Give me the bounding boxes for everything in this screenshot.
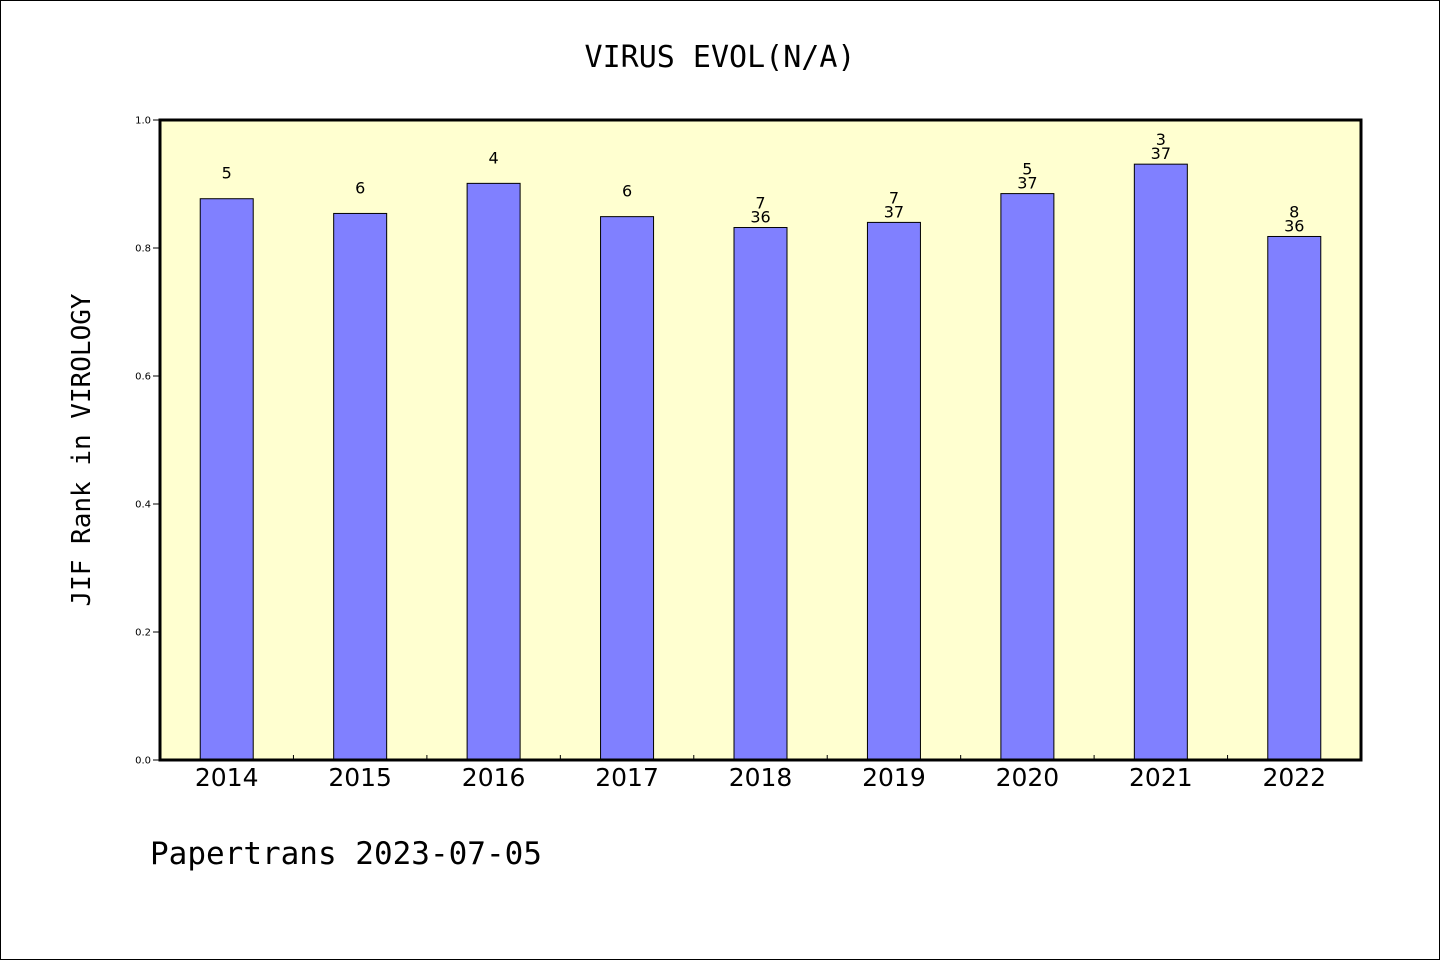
x-tick-label-2017: 2017 — [595, 763, 659, 792]
data-label-total-2022: 36 — [1284, 216, 1304, 235]
x-tick-label-2018: 2018 — [729, 763, 793, 792]
data-label-rank-2018: 7 — [755, 194, 765, 213]
x-tick-label-2015: 2015 — [328, 763, 392, 792]
data-label-rank-2014: 5 — [222, 164, 232, 183]
y-tick-label: 0.2 — [135, 628, 151, 639]
x-tick-label-2014: 2014 — [195, 763, 259, 792]
bar-2015 — [333, 212, 388, 761]
data-label-rank-2021: 3 — [1156, 130, 1166, 149]
data-label-rank-2022: 8 — [1289, 202, 1299, 221]
plot-border — [158, 118, 1363, 762]
bar-2016 — [466, 182, 521, 761]
bar-2014 — [199, 198, 254, 761]
data-label-rank-2015: 6 — [355, 178, 365, 197]
y-tick-label: 0.6 — [135, 372, 151, 383]
bar-2018 — [733, 227, 788, 761]
y-axis: 0.0 0.2 0.4 0.6 0.8 1.0 — [135, 116, 160, 767]
x-tick-label-2016: 2016 — [462, 763, 526, 792]
x-tick-label-2020: 2020 — [996, 763, 1060, 792]
y-tick-label: 1.0 — [135, 116, 151, 127]
x-tick-label-2021: 2021 — [1129, 763, 1193, 792]
y-tick-label: 0.8 — [135, 244, 151, 255]
bar-2017 — [600, 216, 655, 761]
bar-2021 — [1133, 163, 1188, 761]
bar-2020 — [1000, 193, 1055, 761]
x-tick-label-2019: 2019 — [862, 763, 926, 792]
data-label-rank-2019: 7 — [889, 188, 899, 207]
bar-2019 — [866, 221, 921, 761]
data-label-total-2019: 37 — [884, 202, 904, 221]
footer-credit: Papertrans 2023-07-05 — [150, 836, 542, 872]
data-label-rank-2016: 4 — [489, 148, 499, 167]
y-tick-label: 0.4 — [135, 500, 151, 511]
bar-2022 — [1267, 235, 1322, 761]
data-label-total-2018: 36 — [750, 208, 770, 227]
chart-title: VIRUS EVOL(N/A) — [585, 40, 856, 75]
y-tick-label: 0.0 — [135, 756, 151, 767]
x-axis: 2014 2015 2016 2017 2018 2019 2020 2021 2022 — [195, 755, 1326, 792]
y-axis-label: JIF Rank in VIROLOGY — [67, 293, 97, 606]
x-tick-label-2022: 2022 — [1262, 763, 1326, 792]
data-label-total-2021: 37 — [1151, 144, 1171, 163]
data-label-rank-2017: 6 — [622, 182, 632, 201]
data-label-total-2020: 37 — [1017, 174, 1037, 193]
data-label-rank-2020: 5 — [1022, 160, 1032, 179]
